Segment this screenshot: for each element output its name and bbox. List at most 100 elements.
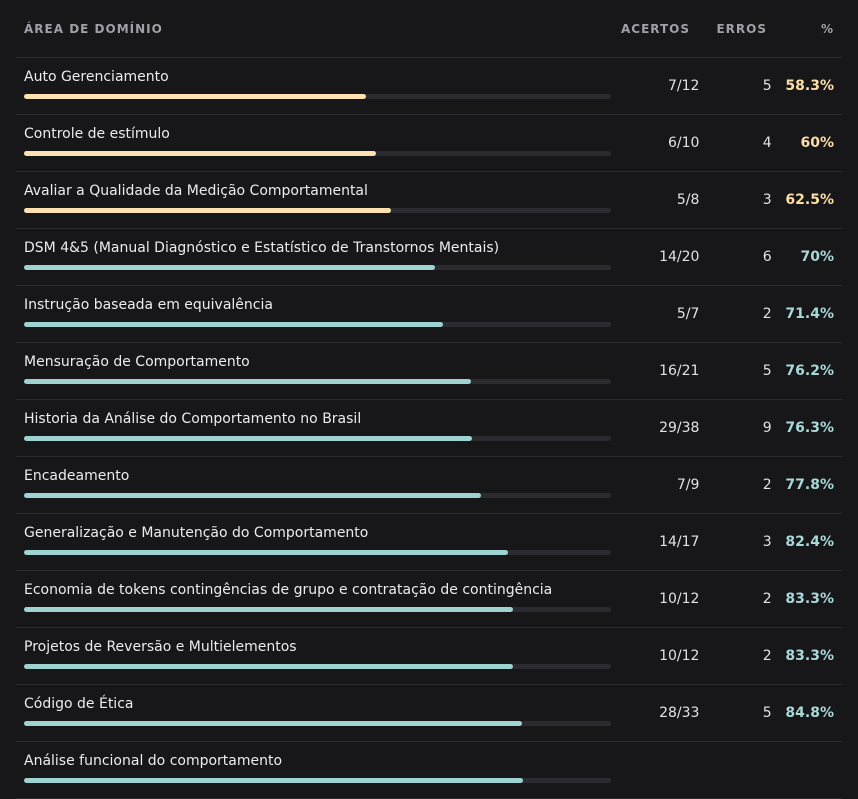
progress-bar-track: good bbox=[24, 721, 611, 726]
row-area-cell: Mensuração de Comportamento good bbox=[16, 354, 611, 384]
row-area-label: Instrução baseada em equivalência bbox=[24, 297, 273, 313]
row-acertos: 14/17 bbox=[659, 534, 700, 550]
row-erros: 2 bbox=[762, 591, 772, 607]
row-area-label: Encadeamento bbox=[24, 468, 130, 484]
progress-bar-fill: good bbox=[24, 265, 435, 270]
row-area-cell: Auto Gerenciamento warn bbox=[16, 69, 611, 99]
row-acertos: 16/21 bbox=[659, 363, 700, 379]
progress-bar-fill: warn bbox=[24, 208, 391, 213]
progress-bar-fill: warn bbox=[24, 151, 377, 156]
progress-bar-track: good bbox=[24, 778, 611, 783]
progress-bar-track: good bbox=[24, 322, 611, 327]
row-erros: 2 bbox=[762, 306, 772, 322]
row-erros: 2 bbox=[762, 477, 772, 493]
row-area-cell: Projetos de Reversão e Multielementos goo… bbox=[16, 639, 611, 669]
progress-bar-fill: good bbox=[24, 607, 513, 612]
table-row[interactable]: Mensuração de Comportamento good 16/21 5 76.… bbox=[16, 343, 842, 400]
row-area-label: Projetos de Reversão e Multielementos bbox=[24, 639, 297, 655]
progress-bar-fill: good bbox=[24, 379, 472, 384]
progress-bar-fill: good bbox=[24, 493, 481, 498]
row-percentage: 77.8% bbox=[785, 477, 834, 493]
progress-bar-track: good bbox=[24, 436, 611, 441]
row-percentage: 84.8% bbox=[785, 705, 834, 721]
progress-bar-fill: good bbox=[24, 778, 523, 783]
row-percentage: 58.3% bbox=[785, 78, 834, 94]
row-area-cell: Encadeamento good bbox=[16, 468, 611, 498]
progress-bar-track: good bbox=[24, 265, 611, 270]
table-header: ÁREA DE DOMÍNIO ACERTOS ERROS % bbox=[16, 0, 842, 58]
table-row[interactable]: Economia de tokens contingências de grup… bbox=[16, 571, 842, 628]
row-erros: 3 bbox=[762, 192, 772, 208]
progress-bar-fill: good bbox=[24, 721, 522, 726]
row-area-label: Auto Gerenciamento bbox=[24, 69, 169, 85]
progress-bar-track: warn bbox=[24, 208, 611, 213]
row-area-cell: Generalização e Manutenção do Comportame… bbox=[16, 525, 611, 555]
row-acertos: 29/38 bbox=[659, 420, 700, 436]
progress-bar-fill: good bbox=[24, 436, 472, 441]
row-percentage: 76.3% bbox=[785, 420, 834, 436]
table-row[interactable]: Avaliar a Qualidade da Medição Comportam… bbox=[16, 172, 842, 229]
table-row[interactable]: Historia da Análise do Comportamento no … bbox=[16, 400, 842, 457]
row-erros: 2 bbox=[762, 648, 772, 664]
table-row[interactable]: Análise funcional do comportamento good bbox=[16, 742, 842, 799]
row-area-cell: Controle de estímulo warn bbox=[16, 126, 611, 156]
header-area[interactable]: ÁREA DE DOMÍNIO bbox=[24, 21, 163, 36]
row-percentage: 60% bbox=[800, 135, 834, 151]
progress-bar-fill: good bbox=[24, 550, 508, 555]
row-area-cell: Análise funcional do comportamento good bbox=[16, 753, 611, 783]
row-area-cell: Código de Ética good bbox=[16, 696, 611, 726]
row-percentage: 83.3% bbox=[785, 648, 834, 664]
row-acertos: 7/9 bbox=[676, 477, 700, 493]
table-row[interactable]: Encadeamento good 7/9 2 77.8% bbox=[16, 457, 842, 514]
row-acertos: 5/7 bbox=[676, 306, 700, 322]
progress-bar-track: good bbox=[24, 493, 611, 498]
table-row[interactable]: Auto Gerenciamento warn 7/12 5 58.3% bbox=[16, 58, 842, 115]
table-row[interactable]: DSM 4&5 (Manual Diagnóstico e Estatístic… bbox=[16, 229, 842, 286]
row-area-cell: Historia da Análise do Comportamento no … bbox=[16, 411, 611, 441]
row-area-label: Generalização e Manutenção do Comportame… bbox=[24, 525, 369, 541]
row-acertos: 5/8 bbox=[676, 192, 700, 208]
header-acertos[interactable]: ACERTOS bbox=[620, 21, 690, 36]
row-area-label: Economia de tokens contingências de grup… bbox=[24, 582, 553, 598]
row-area-label: Mensuração de Comportamento bbox=[24, 354, 250, 370]
row-area-cell: Economia de tokens contingências de grup… bbox=[16, 582, 611, 612]
table-row[interactable]: Controle de estímulo warn 6/10 4 60% bbox=[16, 115, 842, 172]
table-body: Auto Gerenciamento warn 7/12 5 58.3% Controle… bbox=[16, 58, 842, 799]
row-area-label: Código de Ética bbox=[24, 696, 134, 712]
progress-bar-track: warn bbox=[24, 94, 611, 99]
row-acertos: 14/20 bbox=[659, 249, 700, 265]
header-erros[interactable]: ERROS bbox=[716, 21, 767, 36]
row-area-cell: Avaliar a Qualidade da Medição Comportam… bbox=[16, 183, 611, 213]
row-percentage: 62.5% bbox=[785, 192, 834, 208]
table-row[interactable]: Código de Ética good 28/33 5 84.8% bbox=[16, 685, 842, 742]
row-erros: 4 bbox=[762, 135, 772, 151]
header-pct[interactable]: % bbox=[820, 21, 834, 36]
table-row[interactable]: Instrução baseada em equivalência good 5/7… bbox=[16, 286, 842, 343]
row-area-label: DSM 4&5 (Manual Diagnóstico e Estatístic… bbox=[24, 240, 500, 256]
progress-bar-track: good bbox=[24, 550, 611, 555]
row-erros: 5 bbox=[762, 363, 772, 379]
progress-bar-track: good bbox=[24, 607, 611, 612]
row-percentage: 83.3% bbox=[785, 591, 834, 607]
row-percentage: 76.2% bbox=[785, 363, 834, 379]
row-erros: 5 bbox=[762, 705, 772, 721]
row-erros: 9 bbox=[762, 420, 772, 436]
row-erros: 3 bbox=[762, 534, 772, 550]
table-row[interactable]: Projetos de Reversão e Multielementos goo… bbox=[16, 628, 842, 685]
progress-bar-track: good bbox=[24, 664, 611, 669]
row-percentage: 82.4% bbox=[785, 534, 834, 550]
progress-bar-fill: warn bbox=[24, 94, 367, 99]
row-percentage: 71.4% bbox=[785, 306, 834, 322]
row-acertos: 28/33 bbox=[659, 705, 700, 721]
progress-bar-track: warn bbox=[24, 151, 611, 156]
row-erros: 5 bbox=[762, 78, 772, 94]
row-area-cell: DSM 4&5 (Manual Diagnóstico e Estatístic… bbox=[16, 240, 611, 270]
row-area-label: Controle de estímulo bbox=[24, 126, 170, 142]
table-row[interactable]: Generalização e Manutenção do Comportame… bbox=[16, 514, 842, 571]
row-area-cell: Instrução baseada em equivalência good bbox=[16, 297, 611, 327]
row-acertos: 7/12 bbox=[667, 78, 700, 94]
row-acertos: 10/12 bbox=[659, 591, 700, 607]
row-area-label: Análise funcional do comportamento bbox=[24, 753, 283, 769]
progress-bar-track: good bbox=[24, 379, 611, 384]
domain-results-table: ÁREA DE DOMÍNIO ACERTOS ERROS % Auto Ger… bbox=[16, 0, 842, 799]
